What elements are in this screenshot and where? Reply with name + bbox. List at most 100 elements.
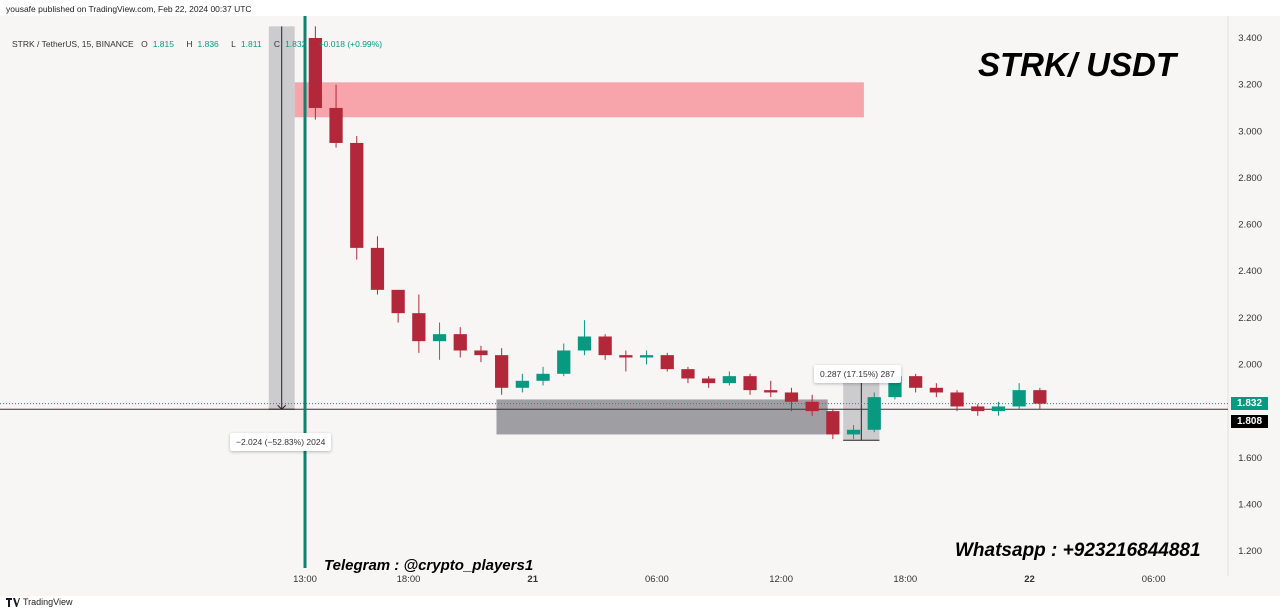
change-value: +0.018 (+0.99%) — [318, 39, 383, 49]
tradingview-logo-icon — [6, 597, 20, 607]
candle — [1012, 383, 1026, 409]
candle-body — [784, 392, 799, 402]
time-tick-label: 22 — [1024, 574, 1035, 585]
high-value: H 1.836 — [186, 39, 219, 49]
candle — [660, 352, 674, 372]
candle — [805, 394, 819, 416]
candle-body — [515, 380, 529, 388]
time-tick-label: 18:00 — [893, 574, 917, 585]
price-tick-label: 2.600 — [1238, 220, 1262, 231]
candlestick-chart[interactable]: 3.400 3.200 3.000 2.800 2.600 2.400 2.200 2.000… — [0, 16, 1280, 596]
candle — [702, 376, 716, 388]
candle-body — [681, 369, 695, 379]
candle-body — [950, 392, 964, 407]
candle — [370, 236, 385, 295]
candle — [619, 350, 633, 372]
last-price-tag: 1.832 — [1231, 396, 1268, 410]
symbol-name[interactable]: STRK / TetherUS, 15, BINANCE — [12, 39, 134, 49]
candle — [784, 387, 799, 412]
candle — [722, 371, 736, 386]
candle — [991, 401, 1006, 416]
candle — [764, 380, 778, 398]
publisher-info: yousafe published on TradingView.com, Fe… — [6, 4, 252, 14]
candle-body — [764, 390, 778, 393]
candle — [971, 404, 985, 416]
horizontal-line-price-tag: 1.808 — [1231, 415, 1268, 429]
price-tick-label: 1.600 — [1238, 453, 1262, 464]
candle — [867, 392, 881, 433]
candle-body — [495, 355, 509, 388]
time-tick-label: 18:00 — [397, 574, 421, 585]
candle-body — [929, 387, 943, 393]
candle-body — [453, 334, 467, 351]
candle — [557, 343, 571, 377]
chart-area[interactable]: 3.400 3.200 3.000 2.800 2.600 2.400 2.200 2.000… — [0, 16, 1280, 596]
candle-body — [412, 313, 426, 342]
candle-body — [639, 355, 654, 358]
candle — [474, 345, 488, 363]
candle-body — [350, 142, 364, 248]
measure-up-label: 0.287 (17.15%) 287 — [814, 365, 901, 383]
candle-body — [370, 247, 385, 290]
candle-body — [557, 350, 571, 374]
candle-body — [577, 336, 592, 351]
candle-body — [474, 350, 488, 356]
measure-down-label: −2.024 (−52.83%) 2024 — [230, 433, 332, 451]
price-tick-label: 2.200 — [1238, 313, 1262, 324]
candle — [1033, 387, 1047, 409]
candle — [846, 425, 861, 440]
candle — [515, 373, 529, 393]
candle — [639, 350, 654, 365]
candle-body — [308, 38, 322, 108]
price-tick-label: 3.400 — [1238, 33, 1262, 44]
price-tick-label: 2.800 — [1238, 173, 1262, 184]
close-value: C 1.832 — [273, 39, 307, 49]
time-tick-label: 21 — [527, 574, 538, 585]
candle — [577, 320, 592, 356]
low-value: L 1.811 — [231, 39, 262, 49]
candle — [495, 348, 509, 395]
candle-body — [432, 334, 447, 342]
tradingview-logo-text: TradingView — [23, 597, 73, 607]
candle — [909, 373, 923, 393]
candle — [598, 334, 612, 360]
candle — [929, 383, 943, 398]
candle-body — [1033, 390, 1047, 404]
candle-body — [598, 336, 612, 356]
candle-body — [743, 376, 757, 391]
candle-body — [991, 406, 1006, 412]
candle — [350, 135, 364, 260]
candle — [432, 322, 447, 360]
candle — [391, 289, 405, 323]
candle-body — [619, 355, 633, 358]
price-tick-label: 1.400 — [1238, 499, 1262, 510]
symbol-legend: STRK / TetherUS, 15, BINANCE O 1.815 H 1.8… — [12, 39, 387, 49]
candle — [412, 294, 426, 353]
price-tick-label: 2.400 — [1238, 266, 1262, 277]
open-value: O 1.815 — [141, 39, 174, 49]
tradingview-footer[interactable]: TradingView — [6, 597, 73, 607]
candle — [308, 26, 322, 120]
resistance-zone — [294, 82, 864, 118]
candle-body — [826, 411, 840, 435]
time-tick-label: 12:00 — [769, 574, 793, 585]
candle-body — [722, 376, 736, 384]
whatsapp-annotation: Whatsapp : +923216844881 — [955, 540, 1201, 561]
time-tick-label: 13:00 — [293, 574, 317, 585]
candle-body — [846, 429, 861, 435]
time-tick-label: 06:00 — [645, 574, 669, 585]
candle — [826, 408, 840, 440]
price-tick-label: 3.200 — [1238, 80, 1262, 91]
chart-title-annotation: STRK/ USDT — [978, 46, 1176, 83]
candle — [681, 366, 695, 384]
candle-body — [805, 401, 819, 412]
candle-body — [536, 373, 550, 381]
candle-body — [329, 107, 343, 143]
candle — [453, 327, 467, 358]
candle-body — [867, 397, 881, 430]
candle — [329, 84, 343, 148]
support-zone — [496, 399, 828, 435]
candle-body — [660, 355, 674, 370]
candle-body — [971, 406, 985, 412]
price-tick-label: 2.000 — [1238, 359, 1262, 370]
